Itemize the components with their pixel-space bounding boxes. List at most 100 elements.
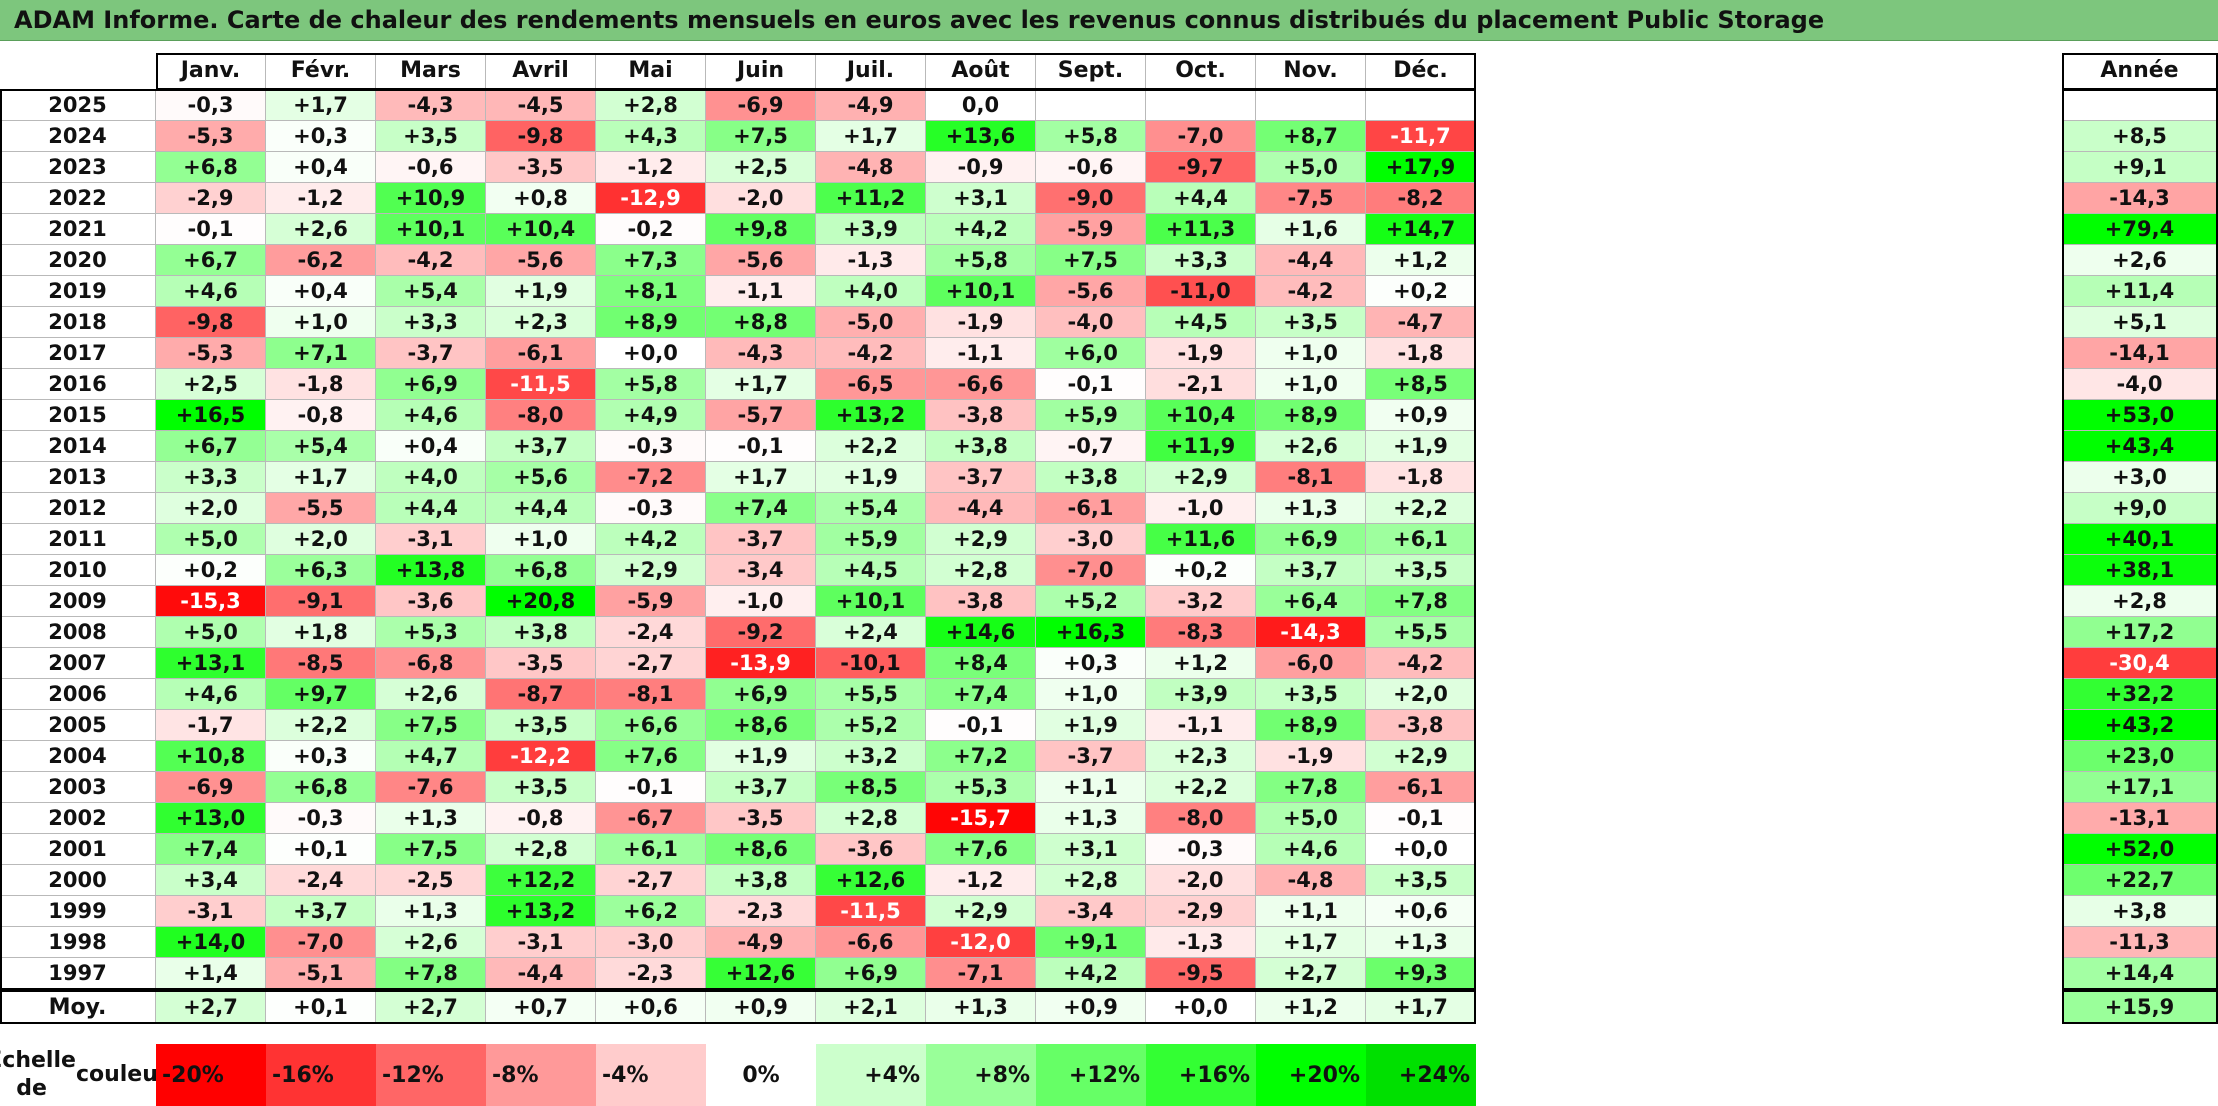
heatmap-cell: +6,3 xyxy=(266,555,376,586)
heatmap-cell: +8,5 xyxy=(816,772,926,803)
year-label: 2014 xyxy=(0,431,156,462)
heatmap-cell: +1,7 xyxy=(1256,927,1366,958)
heatmap-cell: -1,0 xyxy=(706,586,816,617)
heatmap-cell: -6,0 xyxy=(1256,648,1366,679)
heatmap-cell: +1,9 xyxy=(486,276,596,307)
heatmap-cell: -1,9 xyxy=(1146,338,1256,369)
heatmap-cell: -2,7 xyxy=(596,865,706,896)
heatmap-cell: -2,0 xyxy=(1146,865,1256,896)
annual-cell: +3,0 xyxy=(2062,462,2218,493)
heatmap-cell: +12,6 xyxy=(816,865,926,896)
annual-cell: -4,0 xyxy=(2062,369,2218,400)
year-label: 2004 xyxy=(0,741,156,772)
heatmap-cell: +2,2 xyxy=(1146,772,1256,803)
heatmap-cell: -2,4 xyxy=(596,617,706,648)
heatmap-cell: +6,1 xyxy=(596,834,706,865)
year-label: 2000 xyxy=(0,865,156,896)
heatmap-cell: +5,8 xyxy=(596,369,706,400)
average-cell: +0,0 xyxy=(1146,992,1256,1023)
heatmap-cell: +0,4 xyxy=(376,431,486,462)
annual-cell: +38,1 xyxy=(2062,555,2218,586)
heatmap-cell: 0,0 xyxy=(926,90,1036,121)
heatmap-cell: +5,3 xyxy=(376,617,486,648)
heatmap-cell: +14,7 xyxy=(1366,214,1476,245)
heatmap-cell: +4,6 xyxy=(1256,834,1366,865)
color-scale-swatch: +16% xyxy=(1146,1044,1256,1106)
heatmap-cell: +20,8 xyxy=(486,586,596,617)
heatmap-cell: +17,9 xyxy=(1366,152,1476,183)
year-label: 2001 xyxy=(0,834,156,865)
heatmap-cell: -9,1 xyxy=(266,586,376,617)
heatmap-cell: -5,6 xyxy=(486,245,596,276)
heatmap-cell: -8,1 xyxy=(1256,462,1366,493)
heatmap-cell: +8,8 xyxy=(706,307,816,338)
heatmap-cell: -3,0 xyxy=(596,927,706,958)
heatmap-cell: +3,5 xyxy=(1366,555,1476,586)
heatmap-cell: -6,9 xyxy=(156,772,266,803)
heatmap-cell: -1,1 xyxy=(706,276,816,307)
color-scale-swatch: -8% xyxy=(486,1044,596,1106)
color-scale-swatch: -16% xyxy=(266,1044,376,1106)
heatmap-cell: -11,5 xyxy=(816,896,926,927)
heatmap-cell: +1,2 xyxy=(1366,245,1476,276)
heatmap-cell: -2,5 xyxy=(376,865,486,896)
heatmap-cell: +2,5 xyxy=(156,369,266,400)
heatmap-cell: +6,9 xyxy=(816,958,926,989)
heatmap-cell: +5,0 xyxy=(1256,152,1366,183)
heatmap-cell: +7,8 xyxy=(1256,772,1366,803)
heatmap-cell: -15,3 xyxy=(156,586,266,617)
heatmap-cell: +4,5 xyxy=(1146,307,1256,338)
heatmap-cell: +5,4 xyxy=(266,431,376,462)
heatmap-cell: +16,5 xyxy=(156,400,266,431)
heatmap-cell: +4,0 xyxy=(816,276,926,307)
heatmap-cell: -8,1 xyxy=(596,679,706,710)
color-scale-swatch: -12% xyxy=(376,1044,486,1106)
heatmap-cell: -9,2 xyxy=(706,617,816,648)
heatmap-cell: +2,9 xyxy=(1366,741,1476,772)
heatmap-cell: +8,7 xyxy=(1256,121,1366,152)
heatmap-cell: -0,1 xyxy=(706,431,816,462)
year-label: 2017 xyxy=(0,338,156,369)
year-label: 2009 xyxy=(0,586,156,617)
color-scale-swatch: +24% xyxy=(1366,1044,1476,1106)
heatmap-cell: +7,5 xyxy=(376,834,486,865)
heatmap-cell: -1,2 xyxy=(926,865,1036,896)
heatmap-cell: -0,3 xyxy=(596,493,706,524)
heatmap-cell: -9,7 xyxy=(1146,152,1256,183)
heatmap-cell: +4,2 xyxy=(1036,958,1146,989)
heatmap-cell: +0,4 xyxy=(266,276,376,307)
heatmap-cell: -4,4 xyxy=(926,493,1036,524)
heatmap-cell: -5,7 xyxy=(706,400,816,431)
heatmap-cell: +1,0 xyxy=(1256,338,1366,369)
heatmap-cell: -4,9 xyxy=(816,90,926,121)
heatmap-cell: -2,3 xyxy=(596,958,706,989)
heatmap-cell: -3,8 xyxy=(926,400,1036,431)
heatmap-cell: +2,3 xyxy=(1146,741,1256,772)
heatmap-cell: +1,0 xyxy=(1256,369,1366,400)
month-header: Août xyxy=(926,53,1036,89)
heatmap-cell: -3,1 xyxy=(156,896,266,927)
year-label: 2003 xyxy=(0,772,156,803)
heatmap-cell: +1,9 xyxy=(1366,431,1476,462)
average-cell: +1,3 xyxy=(926,992,1036,1023)
heatmap-cell: +3,3 xyxy=(376,307,486,338)
heatmap-cell: +0,6 xyxy=(1366,896,1476,927)
annual-cell: +5,1 xyxy=(2062,307,2218,338)
heatmap-cell: +5,8 xyxy=(926,245,1036,276)
heatmap-cell: -1,2 xyxy=(596,152,706,183)
heatmap-cell: +3,7 xyxy=(706,772,816,803)
heatmap-cell: -1,9 xyxy=(1256,741,1366,772)
average-cell: +0,6 xyxy=(596,992,706,1023)
heatmap-cell: +2,8 xyxy=(816,803,926,834)
heatmap-cell: +3,7 xyxy=(486,431,596,462)
heatmap-cell: +1,4 xyxy=(156,958,266,989)
heatmap-cell: +2,2 xyxy=(816,431,926,462)
color-scale-label-line2: couleur xyxy=(75,1062,169,1087)
month-header: Mai xyxy=(596,53,706,89)
heatmap-cell: +2,4 xyxy=(816,617,926,648)
heatmap-cell: +10,1 xyxy=(926,276,1036,307)
year-label: 1999 xyxy=(0,896,156,927)
heatmap-cell: -0,1 xyxy=(156,214,266,245)
heatmap-cell: +3,5 xyxy=(1366,865,1476,896)
heatmap-cell: -7,6 xyxy=(376,772,486,803)
